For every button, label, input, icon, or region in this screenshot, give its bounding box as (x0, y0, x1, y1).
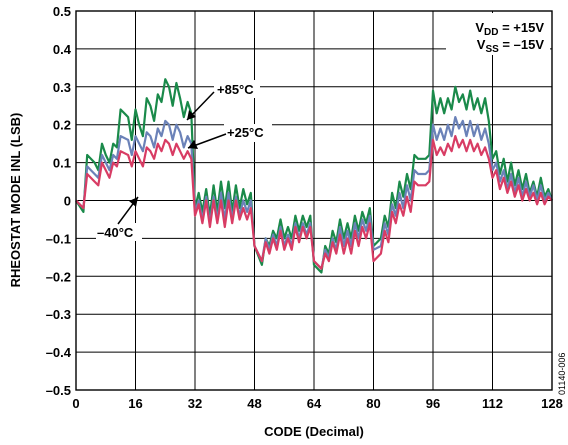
y-tick-label: 0.4 (53, 42, 72, 57)
y-tick-label: 0.3 (53, 80, 71, 95)
x-axis-label: CODE (Decimal) (264, 424, 364, 439)
x-tick-label: 32 (188, 396, 202, 411)
x-tick-label: 0 (72, 396, 79, 411)
x-tick-label: 80 (366, 396, 380, 411)
label-m40c-box (96, 223, 142, 241)
series-line (75, 135, 553, 270)
vss-annotation: VSS = –15V (477, 37, 545, 55)
arrowhead-85c (187, 110, 196, 120)
vdd-annotation: VDD = +15V (475, 20, 544, 38)
x-tick-label: 128 (541, 396, 563, 411)
grid (75, 10, 553, 391)
y-tick-label: –0.4 (46, 345, 72, 360)
series-lines (75, 78, 554, 274)
y-tick-label: 0.2 (53, 118, 71, 133)
vdd-vss-legend-box (446, 13, 550, 55)
x-tick-labels: 0 16 32 48 64 80 96 112 128 (72, 396, 562, 411)
y-tick-label: –0.3 (46, 307, 71, 322)
x-tick-label: 16 (128, 396, 142, 411)
x-tick-label: 112 (482, 396, 503, 411)
y-tick-label: 0.5 (53, 4, 71, 19)
y-tick-label: 0.1 (53, 156, 71, 171)
y-tick-label: –0.5 (46, 383, 71, 398)
figure-id: 01140-006 (557, 353, 567, 395)
plot-frame (75, 10, 553, 391)
arrowhead-25c (188, 140, 198, 149)
label-m40c: –40°C (97, 225, 134, 240)
y-axis-label: RHEOSTAT MODE INL (LSB) (8, 113, 23, 288)
x-tick-label: 96 (426, 396, 440, 411)
series-line (75, 78, 554, 274)
y-tick-label: –0.1 (46, 231, 71, 246)
arrowhead-m40c (129, 197, 138, 207)
label-85c-box (214, 80, 260, 98)
x-tick-label: 48 (247, 396, 261, 411)
y-tick-label: –0.2 (46, 269, 71, 284)
y-tick-label: 0 (64, 194, 71, 209)
label-25c-box (224, 124, 272, 142)
y-tick-labels: 0.5 0.4 0.3 0.2 0.1 0 –0.1 –0.2 –0.3 –0.4 –0.5 (46, 4, 72, 398)
label-85c: +85°C (217, 82, 254, 97)
x-tick-label: 64 (307, 396, 322, 411)
label-25c: +25°C (227, 125, 264, 140)
